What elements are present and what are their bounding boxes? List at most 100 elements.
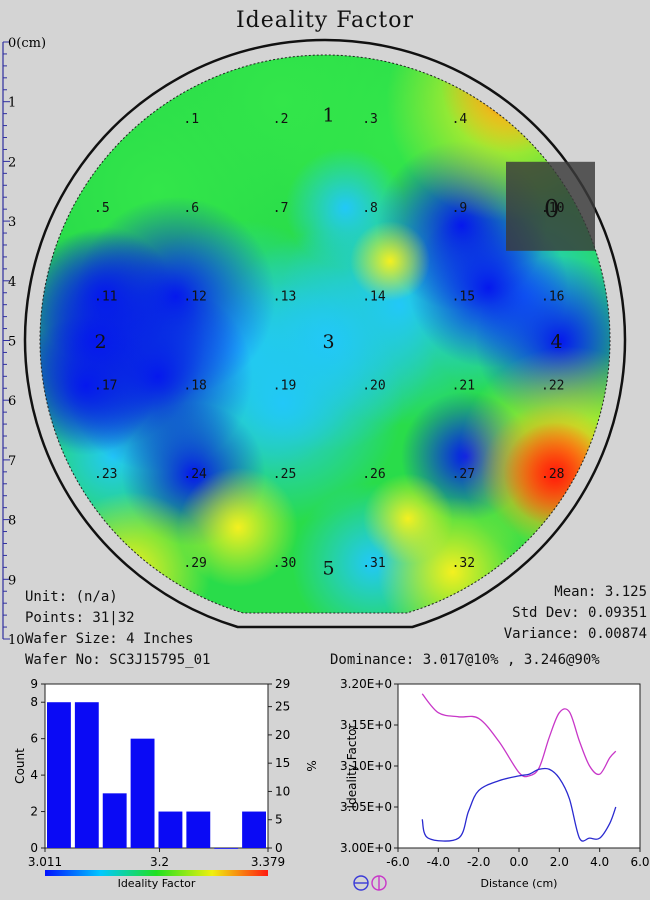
ruler-label: 0(cm) <box>8 36 46 51</box>
line-xtick: -6.0 <box>386 855 409 869</box>
die-label: .22 <box>541 378 564 393</box>
die-label: .13 <box>273 290 296 305</box>
die-label: .1 <box>183 112 199 127</box>
die-label: .6 <box>183 201 199 216</box>
line-xlabel: Distance (cm) <box>481 877 558 890</box>
vertical-ruler: 0(cm) 1 2 3 4 5 6 7 8 9 10 <box>2 36 46 648</box>
hist-ytick: 2 <box>30 805 38 819</box>
histogram-bar <box>158 811 183 848</box>
hist-y2tick: 29 <box>275 677 290 691</box>
ruler-label: 1 <box>8 96 16 111</box>
die-label: .8 <box>362 201 378 216</box>
line-xtick: -2.0 <box>467 855 490 869</box>
hist-xlabel: Ideality Factor <box>118 877 196 890</box>
wafer-no-text: Wafer No: SC3J15795_01 <box>25 652 211 668</box>
hist-y2label: % <box>304 760 318 771</box>
die-label: .24 <box>183 467 207 482</box>
region-label: 2 <box>95 331 107 353</box>
ruler-label: 5 <box>8 335 16 350</box>
die-labels: .1 .2 .3 .4 .5 .6 .7 .8 .9 .10 .11 .12 .13 .14 .15 .16.… <box>94 112 564 571</box>
die-label: .21 <box>452 378 475 393</box>
region-label: 1 <box>323 105 335 127</box>
hist-ytick: 8 <box>30 695 38 709</box>
line-xtick: 4.0 <box>590 855 609 869</box>
histogram-bar <box>74 702 99 848</box>
chart-title: Ideality Factor <box>235 8 415 33</box>
std-dev-text: Std Dev: 0.09351 <box>512 605 647 621</box>
ruler-label: 7 <box>8 454 16 469</box>
die-label: .32 <box>452 556 475 571</box>
selected-die-label: .10 <box>541 201 564 216</box>
die-label: .28 <box>541 467 564 482</box>
ruler-label: 9 <box>8 573 16 588</box>
chart-tools[interactable] <box>353 875 387 891</box>
histogram-bar <box>47 702 71 848</box>
hist-y2tick: 0 <box>275 841 283 855</box>
hist-ytick: 9 <box>30 677 38 691</box>
die-label: .27 <box>452 467 475 482</box>
die-label: .9 <box>452 201 468 216</box>
die-label: .12 <box>183 290 206 305</box>
histogram-bar <box>214 848 239 849</box>
hist-xtick: 3.011 <box>28 855 62 869</box>
line-ytick: 3.05E+0 <box>340 800 392 814</box>
hist-ytick: 4 <box>30 768 38 782</box>
selected-die[interactable]: .100 <box>506 161 595 251</box>
die-label: .31 <box>362 556 385 571</box>
die-label: .30 <box>273 556 296 571</box>
die-label: .26 <box>362 467 385 482</box>
hist-y2tick: 25 <box>275 700 290 714</box>
die-label: .20 <box>362 378 385 393</box>
hist-xtick: 3.2 <box>150 855 169 869</box>
ruler-label: 6 <box>8 394 16 409</box>
color-scale-bar <box>45 870 268 876</box>
ruler-label: 10 <box>8 633 25 648</box>
heatmap-fill <box>40 54 611 613</box>
profile-series-line <box>421 693 617 778</box>
profile-line-chart: 3.00E+0 3.05E+0 3.10E+0 3.15E+0 3.20E+0 -6.0 -… <box>340 677 650 890</box>
die-label: .17 <box>94 378 117 393</box>
hist-ytick: 0 <box>30 841 38 855</box>
line-ytick: 3.15E+0 <box>340 718 392 732</box>
histogram-bar <box>186 811 211 848</box>
die-label: .14 <box>362 290 386 305</box>
dominance-text: Dominance: 3.017@10% , 3.246@90% <box>330 652 600 668</box>
line-ytick: 3.10E+0 <box>340 759 392 773</box>
line-xtick: 0.0 <box>509 855 528 869</box>
region-label: 5 <box>323 557 335 579</box>
hist-ytick: 6 <box>30 732 38 746</box>
selection-box[interactable] <box>506 161 595 251</box>
die-label: .11 <box>94 290 117 305</box>
points-text: Points: 31|32 <box>25 610 135 626</box>
profile-series-line <box>421 767 617 842</box>
die-label: .2 <box>273 112 289 127</box>
variance-text: Variance: 0.00874 <box>503 626 647 642</box>
selected-die-marker: 0 <box>544 195 559 223</box>
hist-xtick: 3.379 <box>251 855 285 869</box>
die-label: .29 <box>183 556 206 571</box>
line-ytick: 3.20E+0 <box>340 677 392 691</box>
histogram-bar <box>242 811 266 848</box>
die-label: .15 <box>452 290 475 305</box>
die-label: .4 <box>452 112 468 127</box>
ruler-label: 4 <box>8 275 16 290</box>
die-label: .3 <box>362 112 378 127</box>
region-label: 3 <box>323 331 335 353</box>
line-xtick: 6.0 <box>630 855 649 869</box>
wafer-outline <box>23 38 627 629</box>
hist-ylabel: Count <box>13 748 27 784</box>
line-xtick: -4.0 <box>427 855 450 869</box>
die-label: .5 <box>94 201 110 216</box>
vertical-profile-icon[interactable] <box>371 875 387 891</box>
unit-text: Unit: (n/a) <box>25 589 118 605</box>
ruler-label: 3 <box>8 215 16 230</box>
ruler-label: 2 <box>8 155 16 170</box>
ruler-label: 8 <box>8 514 16 529</box>
die-label: .18 <box>183 378 206 393</box>
region-labels: 1 2 3 4 5 <box>95 105 563 580</box>
histogram-bar <box>102 793 127 848</box>
die-label: .7 <box>273 201 289 216</box>
horizontal-profile-icon[interactable] <box>353 875 369 891</box>
line-xtick: 2.0 <box>550 855 569 869</box>
